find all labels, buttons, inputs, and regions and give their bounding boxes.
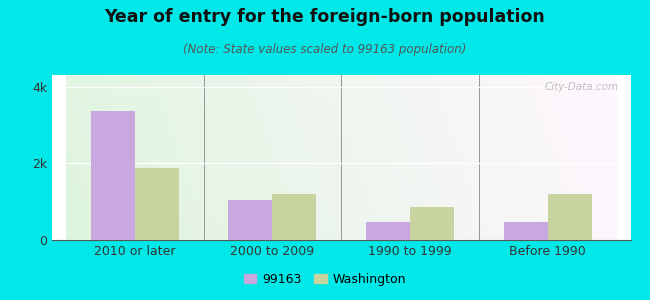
Text: City-Data.com: City-Data.com	[545, 82, 619, 92]
Bar	[504, 222, 548, 240]
Bar	[366, 222, 410, 240]
Bar	[410, 207, 454, 240]
Text: Year of entry for the foreign-born population: Year of entry for the foreign-born popul…	[105, 8, 545, 26]
Bar	[272, 194, 317, 240]
Bar	[135, 168, 179, 240]
Legend: 99163, Washington: 99163, Washington	[239, 268, 411, 291]
Bar	[228, 200, 272, 240]
Bar	[548, 194, 592, 240]
Bar	[90, 112, 135, 240]
Text: (Note: State values scaled to 99163 population): (Note: State values scaled to 99163 popu…	[183, 44, 467, 56]
